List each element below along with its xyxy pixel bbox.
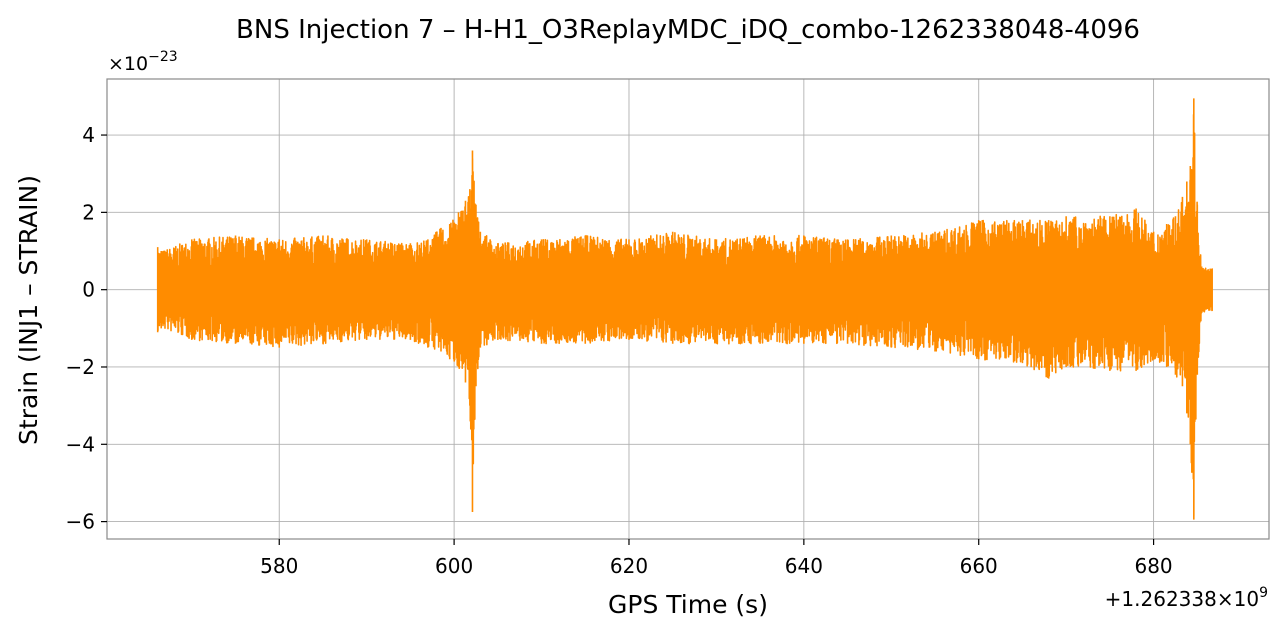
y-axis-ticks: 4 2 0 −2 −4 −6 <box>66 123 107 534</box>
y-tick-label-0: 4 <box>82 123 95 147</box>
y-tick-label-2: 0 <box>82 278 95 302</box>
y-tick-label-4: −4 <box>66 432 95 456</box>
x-tick-label-4: 660 <box>960 554 998 578</box>
strain-signal-series <box>156 98 1213 520</box>
y-multiplier-label: ×10−23 <box>108 49 178 75</box>
x-tick-label-5: 680 <box>1134 554 1172 578</box>
x-tick-label-2: 620 <box>610 554 648 578</box>
y-tick-label-5: −6 <box>66 510 95 534</box>
x-axis-ticks: 580 600 620 640 660 680 <box>260 539 1173 578</box>
strain-series-line <box>156 98 1213 520</box>
y-tick-label-1: 2 <box>82 200 95 224</box>
plot-frame <box>106 78 1270 540</box>
svg-text:×10−23: ×10−23 <box>108 49 178 75</box>
x-tick-label-3: 640 <box>785 554 823 578</box>
svg-text:+1.262338×109: +1.262338×109 <box>1105 585 1268 611</box>
chart-title: BNS Injection 7 – H-H1_O3ReplayMDC_iDQ_c… <box>236 15 1140 45</box>
y-axis-label: Strain (INJ1 – STRAIN) <box>14 175 43 445</box>
y-tick-label-3: −2 <box>66 355 95 379</box>
x-tick-label-1: 600 <box>435 554 473 578</box>
x-axis-label: GPS Time (s) <box>608 590 768 619</box>
x-tick-label-0: 580 <box>260 554 298 578</box>
x-offset-label: +1.262338×109 <box>1105 585 1268 611</box>
